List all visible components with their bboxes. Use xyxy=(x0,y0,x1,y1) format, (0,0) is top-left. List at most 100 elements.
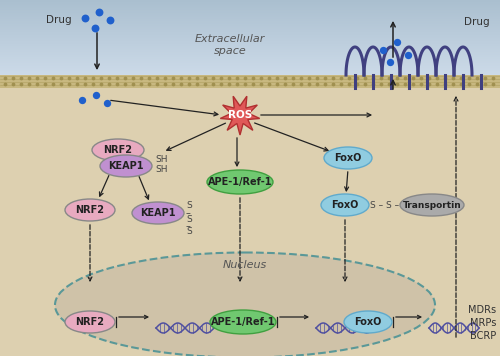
Point xyxy=(201,81,209,87)
Point xyxy=(385,81,393,87)
Point xyxy=(177,75,185,81)
Text: Drug: Drug xyxy=(46,15,72,25)
Point xyxy=(105,81,113,87)
Point xyxy=(89,75,97,81)
Point xyxy=(273,81,281,87)
Bar xyxy=(0,45,500,46)
Point xyxy=(257,81,265,87)
Bar xyxy=(0,56,500,57)
Point xyxy=(265,75,273,81)
Point xyxy=(313,81,321,87)
Point xyxy=(201,75,209,81)
Point xyxy=(409,81,417,87)
Point xyxy=(305,81,313,87)
Text: NRF2: NRF2 xyxy=(104,145,132,155)
Point xyxy=(33,81,41,87)
Text: FoxO: FoxO xyxy=(332,200,358,210)
Bar xyxy=(0,43,500,44)
Point xyxy=(401,75,409,81)
Bar xyxy=(0,46,500,47)
Bar xyxy=(0,6,500,7)
Text: KEAP1: KEAP1 xyxy=(140,208,176,218)
Text: S: S xyxy=(186,201,192,210)
Point xyxy=(273,75,281,81)
Text: MDRs: MDRs xyxy=(468,305,496,315)
Bar xyxy=(0,11,500,12)
Point xyxy=(49,81,57,87)
Bar xyxy=(0,21,500,22)
Bar xyxy=(0,50,500,51)
Bar xyxy=(0,24,500,25)
Point xyxy=(9,75,17,81)
Text: SH: SH xyxy=(155,164,168,173)
Bar xyxy=(0,30,500,31)
Point xyxy=(209,81,217,87)
Point xyxy=(465,81,473,87)
Bar xyxy=(0,20,500,21)
Point xyxy=(169,75,177,81)
Point xyxy=(65,75,73,81)
Point xyxy=(233,81,241,87)
Point xyxy=(81,81,89,87)
Point xyxy=(105,75,113,81)
Bar xyxy=(0,36,500,37)
Point xyxy=(91,25,99,31)
Point xyxy=(81,15,89,21)
Text: APE-1/Ref-1: APE-1/Ref-1 xyxy=(211,317,275,327)
Point xyxy=(193,81,201,87)
Ellipse shape xyxy=(65,311,115,333)
Point xyxy=(103,100,111,106)
Bar xyxy=(0,26,500,27)
Point xyxy=(305,75,313,81)
Point xyxy=(33,75,41,81)
Ellipse shape xyxy=(92,139,144,161)
Text: NRF2: NRF2 xyxy=(76,205,104,215)
Point xyxy=(417,75,425,81)
Point xyxy=(153,81,161,87)
Point xyxy=(241,81,249,87)
Bar xyxy=(0,37,500,38)
Point xyxy=(233,75,241,81)
Bar xyxy=(0,52,500,53)
Bar xyxy=(0,0,500,1)
Point xyxy=(257,75,265,81)
Bar xyxy=(0,74,500,75)
Text: –: – xyxy=(186,208,191,218)
Bar xyxy=(0,63,500,64)
Point xyxy=(353,75,361,81)
Bar xyxy=(0,9,500,10)
Point xyxy=(297,75,305,81)
Point xyxy=(393,75,401,81)
Point xyxy=(217,81,225,87)
Bar xyxy=(0,40,500,41)
Bar xyxy=(0,58,500,59)
Point xyxy=(481,81,489,87)
Bar xyxy=(0,60,500,61)
Text: S – S –: S – S – xyxy=(370,201,399,210)
Text: Transportin: Transportin xyxy=(402,200,462,209)
Bar xyxy=(0,51,500,52)
Point xyxy=(193,75,201,81)
Bar xyxy=(0,8,500,9)
Point xyxy=(169,81,177,87)
Bar xyxy=(0,73,500,74)
Point xyxy=(297,81,305,87)
Point xyxy=(249,75,257,81)
Bar xyxy=(0,54,500,55)
Point xyxy=(41,81,49,87)
Bar xyxy=(0,7,500,8)
Point xyxy=(404,52,412,58)
Point xyxy=(137,75,145,81)
Bar xyxy=(0,75,500,88)
Bar xyxy=(0,33,500,34)
Bar xyxy=(0,61,500,62)
Text: S: S xyxy=(186,227,192,236)
Bar xyxy=(0,71,500,72)
Point xyxy=(385,75,393,81)
Point xyxy=(177,81,185,87)
Bar xyxy=(0,49,500,50)
Bar xyxy=(0,57,500,58)
Bar xyxy=(0,53,500,54)
Point xyxy=(113,75,121,81)
Bar xyxy=(0,67,500,68)
